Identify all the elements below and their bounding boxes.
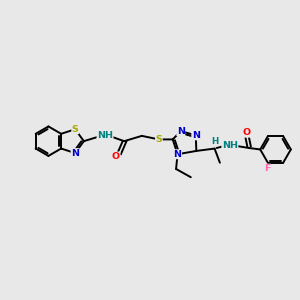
Text: N: N bbox=[173, 150, 181, 159]
Text: O: O bbox=[243, 128, 251, 137]
Text: N: N bbox=[71, 148, 79, 158]
Text: N: N bbox=[177, 127, 185, 136]
Text: S: S bbox=[72, 125, 79, 134]
Text: NH: NH bbox=[97, 131, 113, 140]
Text: O: O bbox=[112, 152, 120, 161]
Text: S: S bbox=[155, 135, 162, 144]
Text: F: F bbox=[264, 164, 271, 173]
Text: H: H bbox=[211, 137, 218, 146]
Text: NH: NH bbox=[222, 141, 238, 150]
Text: N: N bbox=[192, 131, 200, 140]
